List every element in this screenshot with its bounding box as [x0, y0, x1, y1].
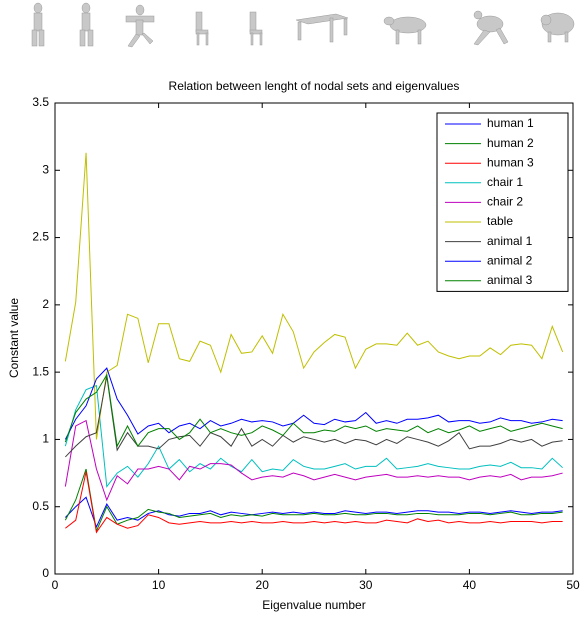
- x-tick-label: 20: [256, 578, 270, 592]
- legend-label: human 1: [487, 116, 534, 130]
- legend-label: animal 2: [487, 253, 533, 267]
- y-tick-label: 3.5: [32, 95, 49, 109]
- series-line: [64, 373, 563, 448]
- model-thumbnail: [195, 11, 209, 46]
- series-line: [65, 471, 563, 534]
- y-tick-label: 3: [42, 162, 49, 176]
- x-tick-label: 10: [152, 578, 166, 592]
- x-tick-label: 40: [463, 578, 477, 592]
- series-line: [64, 468, 563, 533]
- model-thumbnail: [473, 10, 509, 46]
- legend-label: chair 2: [487, 195, 523, 209]
- legend-label: animal 1: [487, 234, 533, 248]
- y-tick-label: 1: [42, 432, 49, 446]
- legend-label: human 3: [487, 155, 534, 169]
- y-tick-label: 1.5: [32, 364, 49, 378]
- series-line: [64, 496, 563, 529]
- model-thumbnail: [31, 2, 45, 47]
- legend-label: animal 3: [487, 273, 533, 287]
- model-thumbnail: [295, 13, 349, 43]
- model-thumbnail: [79, 2, 94, 47]
- y-axis-label: Constant value: [7, 298, 21, 378]
- series-line: [64, 367, 563, 440]
- series-line: [64, 419, 563, 502]
- model-thumbnails: [31, 2, 575, 48]
- legend-label: table: [487, 214, 513, 228]
- x-tick-label: 50: [566, 578, 580, 592]
- x-axis-label: Eigenvalue number: [262, 598, 365, 612]
- model-thumbnail: [125, 4, 155, 48]
- series-line: [64, 384, 563, 488]
- legend-label: human 2: [487, 136, 534, 150]
- y-tick-label: 0: [42, 566, 49, 580]
- chart-title: Relation between lenght of nodal sets an…: [169, 79, 460, 93]
- model-thumbnail: [249, 11, 263, 46]
- series-line: [64, 376, 563, 458]
- x-tick-label: 30: [359, 578, 373, 592]
- legend: human 1 human 2 human 3 chair 1 chair 2 table…: [436, 112, 569, 292]
- model-thumbnail: [383, 16, 427, 45]
- legend-label: chair 1: [487, 175, 523, 189]
- x-tick-label: 0: [52, 578, 59, 592]
- y-tick-label: 2: [42, 297, 49, 311]
- model-thumbnail: [540, 12, 575, 43]
- y-tick-label: 2.5: [32, 230, 49, 244]
- plot-frame: [54, 102, 574, 575]
- series-line: [64, 152, 564, 440]
- y-tick-label: 0.5: [32, 499, 49, 513]
